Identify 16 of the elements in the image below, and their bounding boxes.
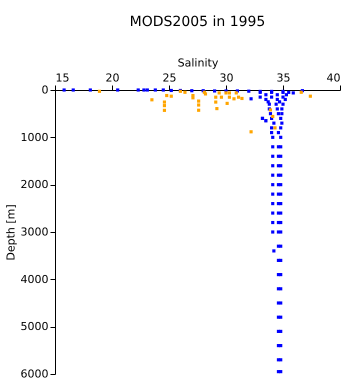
chart-title: MODS2005 in 1995 [130, 14, 266, 30]
y-tick-label: 6000 [20, 368, 48, 380]
y-tick-label: 0 [42, 84, 48, 96]
y-tick-label: 1000 [20, 130, 48, 144]
y-tick-label: 4000 [20, 272, 48, 286]
x-tick-label: 25 [162, 72, 176, 84]
x-tick-label: 20 [106, 72, 120, 84]
x-tick-label: 15 [56, 72, 70, 84]
x-tick-label: 40 [326, 72, 340, 84]
x-tick-label: 30 [220, 72, 234, 84]
x-axis-title: Salinity [178, 56, 219, 70]
y-tick-label: 3000 [20, 226, 48, 238]
y-axis-title: Depth [m] [4, 204, 18, 261]
y-tick-label: 5000 [20, 320, 48, 334]
x-tick-label: 35 [276, 72, 290, 84]
y-tick-label: 2000 [20, 178, 48, 192]
